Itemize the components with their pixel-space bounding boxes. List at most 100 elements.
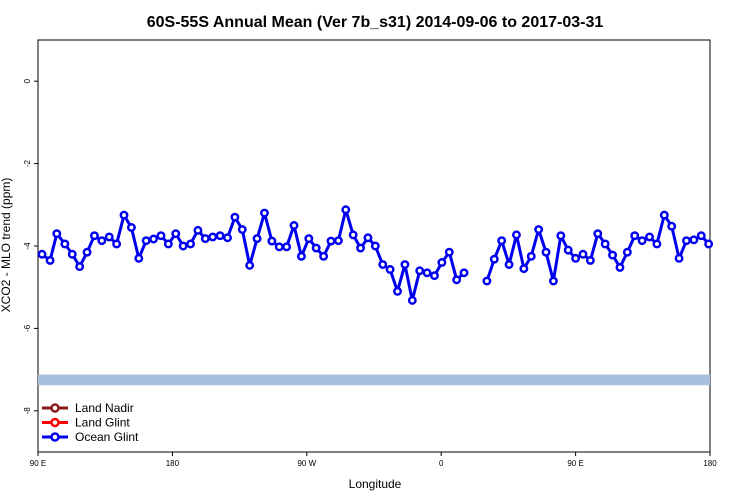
data-point <box>452 275 462 285</box>
legend-label: Ocean Glint <box>75 430 139 444</box>
data-point <box>333 236 343 246</box>
data-point <box>163 239 173 249</box>
data-point <box>444 247 454 257</box>
data-point <box>541 247 551 257</box>
data-point <box>296 251 306 261</box>
x-tick-label: 180 <box>703 459 717 468</box>
data-point <box>60 239 70 249</box>
data-point <box>82 247 92 257</box>
data-point <box>245 260 255 270</box>
data-point <box>704 239 714 249</box>
data-point <box>67 249 77 259</box>
legend-label: Land Glint <box>75 416 130 430</box>
data-point <box>289 220 299 230</box>
data-point <box>578 249 588 259</box>
data-point <box>119 210 129 220</box>
data-point <box>378 260 388 269</box>
data-point <box>274 242 284 252</box>
y-tick-label: -8 <box>23 407 32 415</box>
data-point <box>600 239 610 249</box>
x-tick-label: 0 <box>439 459 444 468</box>
legend-marker <box>50 403 60 413</box>
data-point <box>430 271 439 281</box>
data-point <box>363 233 373 243</box>
data-point <box>89 231 99 241</box>
data-point <box>534 225 544 234</box>
data-point <box>563 245 573 255</box>
x-axis-label: Longitude <box>349 477 402 491</box>
data-point <box>667 221 677 231</box>
data-point <box>385 265 395 274</box>
data-point <box>311 243 321 253</box>
data-point <box>571 253 581 263</box>
data-point <box>282 242 292 252</box>
data-point <box>304 234 314 244</box>
data-point <box>223 233 232 243</box>
data-point <box>326 236 336 246</box>
data-point <box>393 286 402 296</box>
y-tick-label: -2 <box>23 159 32 167</box>
data-point <box>141 236 151 246</box>
y-tick-label: -6 <box>23 324 32 332</box>
data-point <box>126 223 136 232</box>
data-point <box>622 247 632 257</box>
data-point <box>267 236 277 246</box>
data-point <box>52 229 62 239</box>
legend-marker <box>50 417 60 428</box>
data-point <box>519 264 529 274</box>
plot-area: 90 E 180 90 W 0 90 E 180 0 -2 -4 -6 -8 <box>23 39 717 468</box>
data-point <box>156 231 166 241</box>
data-point <box>548 276 558 286</box>
data-point <box>45 255 55 265</box>
data-point <box>556 231 566 241</box>
data-point <box>178 241 188 251</box>
data-point <box>645 232 654 242</box>
data-point <box>682 236 691 246</box>
data-point <box>348 230 358 240</box>
x-tick-label: 90 E <box>30 459 46 468</box>
data-point <box>208 232 218 242</box>
data-point <box>608 250 618 260</box>
data-point <box>37 249 47 259</box>
data-point <box>459 268 469 278</box>
legend-label: Land Nadir <box>75 401 134 415</box>
data-point <box>319 251 329 261</box>
data-point <box>230 212 240 222</box>
data-point <box>422 268 432 278</box>
data-point <box>215 231 225 241</box>
data-point <box>585 255 595 265</box>
data-point <box>696 231 706 241</box>
data-point <box>407 295 417 305</box>
data-point <box>252 234 262 244</box>
x-tick-label: 180 <box>166 459 180 468</box>
reference-band <box>38 374 710 386</box>
data-point <box>482 276 492 286</box>
data-point <box>615 262 625 272</box>
data-point <box>97 236 107 246</box>
data-point <box>497 236 507 246</box>
data-point <box>260 208 269 218</box>
y-tick-label: -4 <box>23 242 32 250</box>
data-point <box>171 229 181 239</box>
data-point <box>104 232 114 242</box>
data-point <box>400 260 410 269</box>
data-point <box>134 253 144 263</box>
y-tick-label: 0 <box>23 78 32 83</box>
data-point <box>149 234 159 244</box>
legend-marker <box>50 432 60 442</box>
data-point <box>356 243 366 253</box>
data-point <box>341 205 351 215</box>
series-line <box>41 208 466 302</box>
data-point <box>489 254 499 264</box>
data-point <box>512 230 521 240</box>
data-point <box>75 262 85 272</box>
data-point <box>112 239 122 249</box>
data-point <box>200 234 210 244</box>
x-tick-label: 90 E <box>567 459 583 468</box>
y-axis-label: XCO2 - MLO trend (ppm) <box>0 178 13 313</box>
data-point <box>437 258 447 267</box>
data-point <box>526 251 536 261</box>
data-point <box>415 266 425 276</box>
